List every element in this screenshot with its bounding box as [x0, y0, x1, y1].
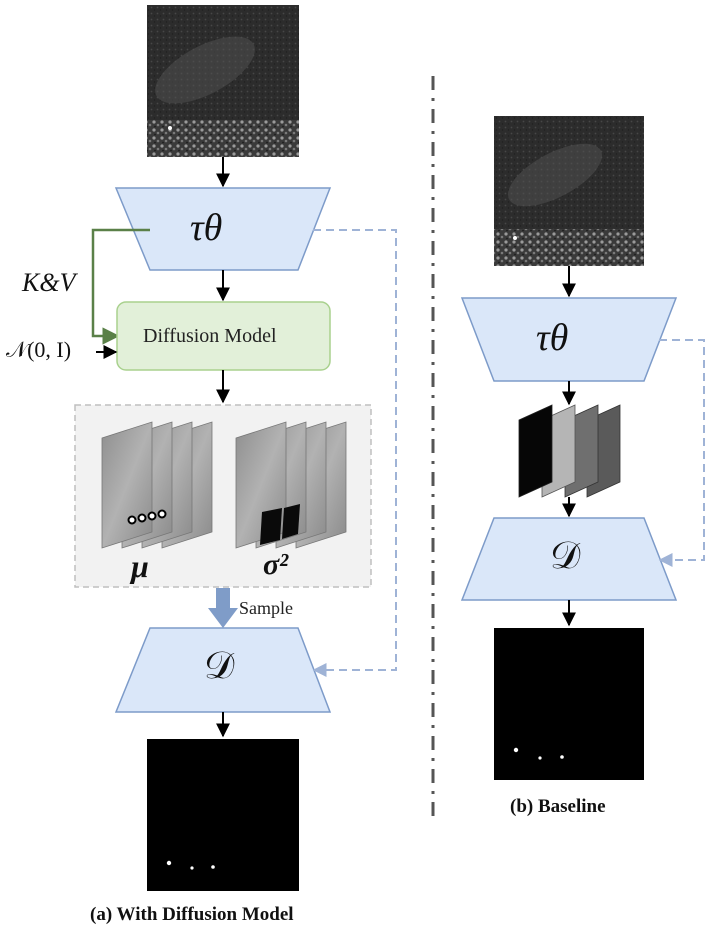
kv-label: K&V [22, 268, 76, 297]
decoder-block-b [460, 517, 678, 601]
sigma-feature-maps [235, 421, 347, 549]
diffusion-model-label: Diffusion Model [143, 325, 277, 347]
sample-label: Sample [239, 598, 293, 618]
caption-b: (b) Baseline [510, 796, 606, 817]
encoder-block-a [114, 187, 332, 271]
decoder-symbol-b: 𝒟 [550, 535, 581, 577]
baseline-feature-maps [518, 404, 621, 498]
kv-arrow [91, 228, 150, 345]
input-image-a [147, 5, 299, 157]
mu-feature-maps [101, 421, 213, 549]
skip-connection-b [658, 339, 705, 567]
encoder-symbol-b: τθ [536, 317, 569, 359]
encoder-symbol-a: τθ [190, 207, 223, 249]
sample-arrow [208, 588, 238, 628]
noise-label: 𝒩(0, I) [6, 337, 72, 362]
output-mask-b [494, 628, 644, 780]
skip-connection-a [312, 229, 397, 677]
mu-label: μ [131, 548, 149, 584]
caption-a: (a) With Diffusion Model [90, 904, 294, 925]
sigma-label: σ² [263, 548, 289, 581]
encoder-block-b [460, 297, 678, 382]
output-mask-a [147, 739, 299, 891]
decoder-block-a [114, 627, 332, 713]
input-image-b [494, 116, 644, 266]
decoder-symbol-a: 𝒟 [204, 645, 235, 687]
